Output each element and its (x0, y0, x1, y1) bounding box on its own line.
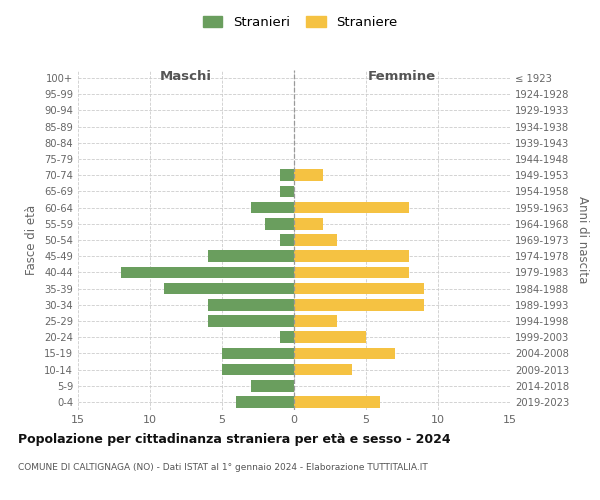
Bar (280, 332, 294, 343)
Bar (294, 396, 380, 407)
Bar (121, 266, 294, 278)
Bar (294, 348, 395, 359)
Bar (251, 202, 294, 213)
Y-axis label: Anni di nascita: Anni di nascita (576, 196, 589, 284)
Bar (294, 266, 409, 278)
Bar (294, 218, 323, 230)
Text: COMUNE DI CALTIGNAGA (NO) - Dati ISTAT al 1° gennaio 2024 - Elaborazione TUTTITA: COMUNE DI CALTIGNAGA (NO) - Dati ISTAT a… (18, 462, 428, 471)
Legend: Stranieri, Straniere: Stranieri, Straniere (199, 12, 401, 33)
Bar (294, 332, 366, 343)
Bar (280, 170, 294, 181)
Bar (251, 380, 294, 392)
Bar (294, 250, 409, 262)
Bar (294, 234, 337, 246)
Bar (208, 299, 294, 310)
Bar (236, 396, 294, 407)
Bar (208, 250, 294, 262)
Bar (164, 282, 294, 294)
Bar (222, 348, 294, 359)
Bar (265, 218, 294, 230)
Bar (294, 170, 323, 181)
Text: Femmine: Femmine (368, 70, 436, 83)
Y-axis label: Fasce di età: Fasce di età (25, 205, 38, 275)
Bar (280, 234, 294, 246)
Bar (208, 315, 294, 327)
Bar (280, 186, 294, 198)
Text: Popolazione per cittadinanza straniera per età e sesso - 2024: Popolazione per cittadinanza straniera p… (18, 432, 451, 446)
Bar (294, 364, 352, 376)
Bar (294, 299, 424, 310)
Bar (294, 282, 424, 294)
Bar (294, 315, 337, 327)
Bar (294, 202, 409, 213)
Bar (222, 364, 294, 376)
Text: Maschi: Maschi (160, 70, 212, 83)
